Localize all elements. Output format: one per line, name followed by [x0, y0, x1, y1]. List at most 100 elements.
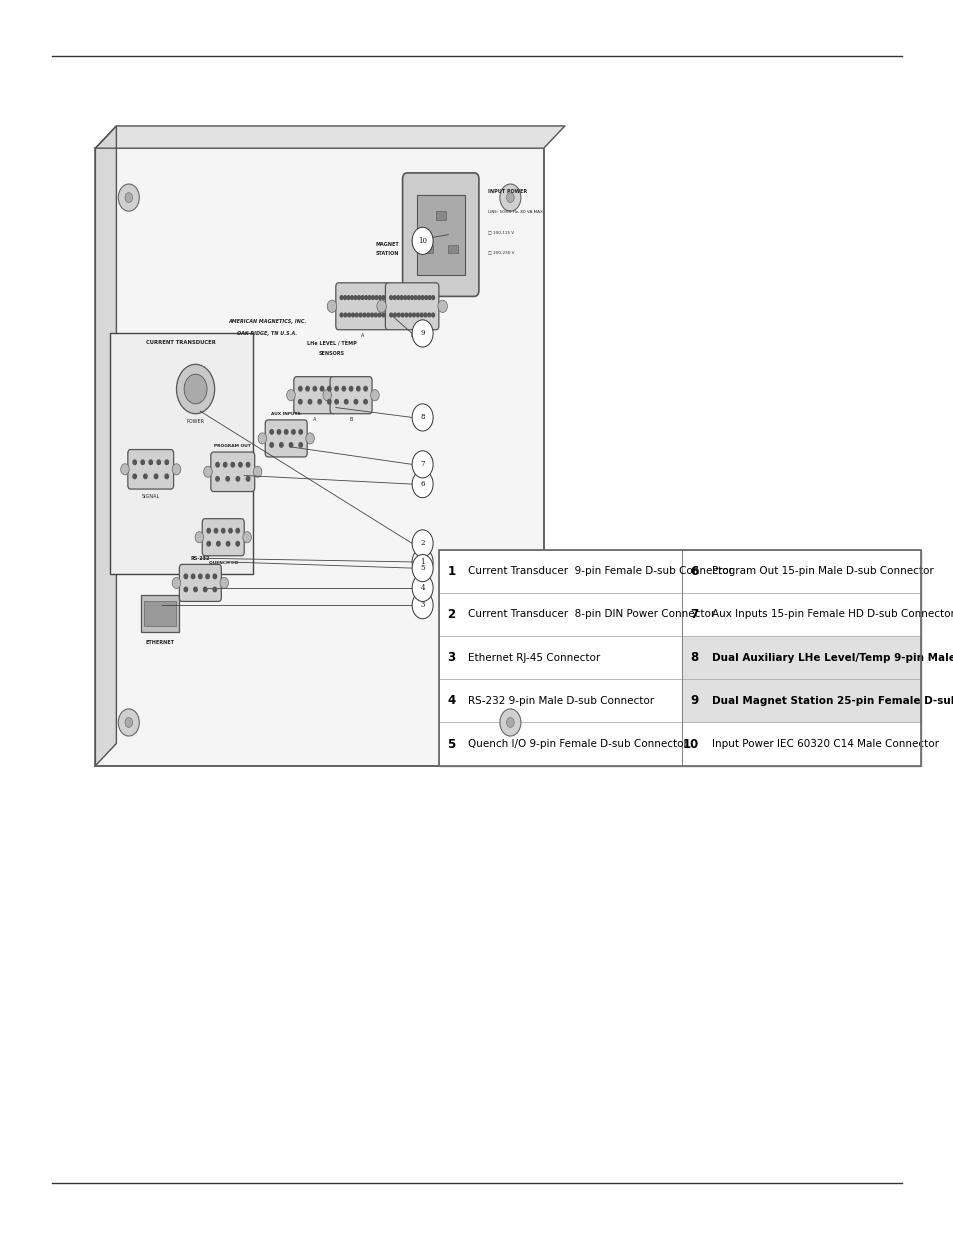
- FancyBboxPatch shape: [402, 173, 478, 296]
- Circle shape: [343, 314, 346, 317]
- Circle shape: [125, 718, 132, 727]
- Polygon shape: [95, 126, 116, 766]
- Circle shape: [327, 387, 331, 391]
- Circle shape: [419, 314, 422, 317]
- Bar: [423, 245, 433, 253]
- Bar: [436, 211, 445, 220]
- Circle shape: [339, 314, 342, 317]
- Circle shape: [292, 430, 294, 435]
- Text: 1: 1: [420, 558, 424, 566]
- Circle shape: [423, 314, 426, 317]
- Circle shape: [165, 474, 169, 479]
- Bar: [144, 601, 176, 626]
- Circle shape: [289, 442, 293, 447]
- Bar: [438, 636, 681, 679]
- Text: SIGNAL: SIGNAL: [141, 494, 160, 499]
- Circle shape: [412, 451, 433, 478]
- Bar: [438, 550, 920, 766]
- Text: 7: 7: [420, 461, 424, 468]
- Circle shape: [298, 399, 302, 404]
- Text: 10: 10: [417, 237, 427, 245]
- Bar: [438, 722, 681, 766]
- FancyBboxPatch shape: [179, 564, 221, 601]
- Circle shape: [305, 432, 314, 445]
- Text: QUENCH I/O: QUENCH I/O: [209, 561, 237, 564]
- Text: SENSORS: SENSORS: [318, 351, 345, 356]
- Text: PROGRAM OUT: PROGRAM OUT: [214, 445, 251, 448]
- Circle shape: [370, 314, 373, 317]
- Circle shape: [206, 574, 209, 579]
- Bar: [141, 595, 179, 632]
- Circle shape: [362, 314, 365, 317]
- Circle shape: [236, 477, 239, 482]
- Circle shape: [226, 541, 230, 546]
- Circle shape: [223, 462, 227, 467]
- Circle shape: [327, 300, 336, 312]
- Text: B: B: [349, 417, 353, 422]
- Circle shape: [229, 529, 232, 534]
- Bar: [681, 679, 920, 722]
- FancyBboxPatch shape: [330, 377, 372, 414]
- Circle shape: [396, 314, 399, 317]
- Circle shape: [381, 314, 384, 317]
- Circle shape: [388, 300, 397, 312]
- Circle shape: [207, 541, 211, 546]
- Circle shape: [194, 531, 204, 543]
- Circle shape: [279, 442, 283, 447]
- Circle shape: [364, 295, 367, 299]
- Text: 9: 9: [690, 694, 698, 708]
- Text: INPUT POWER: INPUT POWER: [488, 189, 527, 194]
- Circle shape: [378, 295, 381, 299]
- Circle shape: [374, 314, 376, 317]
- Text: 2: 2: [447, 608, 456, 621]
- Circle shape: [431, 314, 434, 317]
- Bar: [416, 195, 464, 274]
- Text: CURRENT TRANSDUCER: CURRENT TRANSDUCER: [146, 340, 216, 345]
- Circle shape: [219, 578, 229, 589]
- Circle shape: [270, 430, 274, 435]
- Bar: [681, 593, 920, 636]
- Text: Input Power IEC 60320 C14 Male Connector: Input Power IEC 60320 C14 Male Connector: [711, 739, 938, 750]
- Circle shape: [377, 314, 380, 317]
- Text: Quench I/O 9-pin Female D-sub Connector: Quench I/O 9-pin Female D-sub Connector: [468, 739, 687, 750]
- Text: 8: 8: [690, 651, 698, 664]
- Circle shape: [257, 432, 266, 445]
- Circle shape: [322, 390, 331, 400]
- Circle shape: [431, 295, 434, 299]
- Text: MAGNET: MAGNET: [375, 242, 398, 247]
- Circle shape: [351, 295, 353, 299]
- Circle shape: [198, 574, 202, 579]
- Circle shape: [238, 462, 242, 467]
- Text: 4: 4: [447, 694, 456, 708]
- Bar: [681, 722, 920, 766]
- Circle shape: [184, 374, 207, 404]
- Bar: [438, 679, 681, 722]
- Circle shape: [506, 718, 514, 727]
- Bar: [438, 550, 920, 766]
- Circle shape: [414, 295, 416, 299]
- Text: 8: 8: [420, 414, 424, 421]
- Circle shape: [424, 295, 427, 299]
- Text: RS-232: RS-232: [191, 556, 210, 561]
- Text: Ethernet RJ-45 Connector: Ethernet RJ-45 Connector: [468, 652, 600, 663]
- Circle shape: [327, 399, 331, 404]
- Circle shape: [144, 474, 147, 479]
- Circle shape: [372, 295, 374, 299]
- Text: Current Transducer  9-pin Female D-sub Connector: Current Transducer 9-pin Female D-sub Co…: [468, 566, 733, 577]
- Circle shape: [149, 459, 152, 464]
- Circle shape: [118, 184, 139, 211]
- Circle shape: [381, 295, 384, 299]
- Circle shape: [412, 592, 433, 619]
- Circle shape: [235, 541, 239, 546]
- Text: LINE: 50/60 Hz, 80 VA MAX: LINE: 50/60 Hz, 80 VA MAX: [488, 210, 543, 215]
- Circle shape: [403, 295, 406, 299]
- Text: 4: 4: [420, 584, 424, 592]
- Circle shape: [412, 227, 433, 254]
- Text: □ 100-115 V: □ 100-115 V: [488, 230, 514, 235]
- Circle shape: [363, 399, 367, 404]
- Circle shape: [141, 459, 144, 464]
- Circle shape: [132, 474, 136, 479]
- Text: 9: 9: [420, 330, 424, 337]
- Circle shape: [427, 314, 430, 317]
- Circle shape: [193, 587, 197, 592]
